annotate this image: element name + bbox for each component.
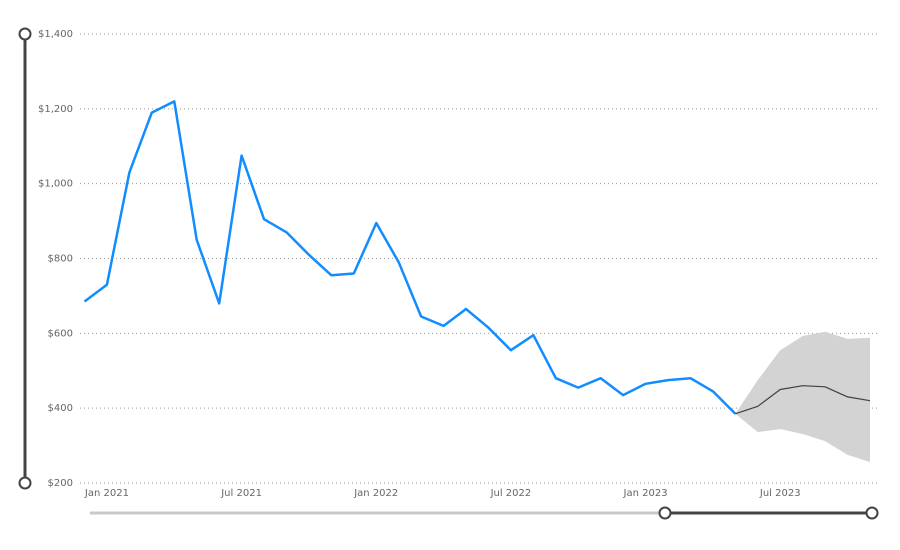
x-tick-label: Jul 2021 <box>220 488 262 499</box>
y-tick-label: $1,200 <box>38 104 73 115</box>
y-tick-label: $1,400 <box>38 29 73 40</box>
y-tick-label: $1,000 <box>38 179 73 190</box>
x-range-handle-start[interactable] <box>658 506 672 520</box>
x-tick-label: Jul 2023 <box>759 488 801 499</box>
y-tick-label: $600 <box>48 328 73 339</box>
y-tick-label: $800 <box>48 254 73 265</box>
y-tick-label: $400 <box>48 403 73 414</box>
y-range-handle-bottom[interactable] <box>18 476 32 490</box>
x-tick-label: Jan 2023 <box>623 488 668 499</box>
y-tick-label: $200 <box>48 478 73 489</box>
y-range-handle-top[interactable] <box>18 27 32 41</box>
series-line <box>83 100 737 415</box>
x-range-handle-end[interactable] <box>865 506 879 520</box>
forecast-band <box>735 331 870 462</box>
plot-area: $200 $400 $600 $800 $1,000 $1,200 $1,400 Jan 20… <box>38 29 880 499</box>
x-tick-label: Jan 2022 <box>353 488 398 499</box>
x-tick-label: Jul 2022 <box>490 488 532 499</box>
x-tick-label: Jan 2021 <box>84 488 129 499</box>
series-line <box>735 385 871 415</box>
